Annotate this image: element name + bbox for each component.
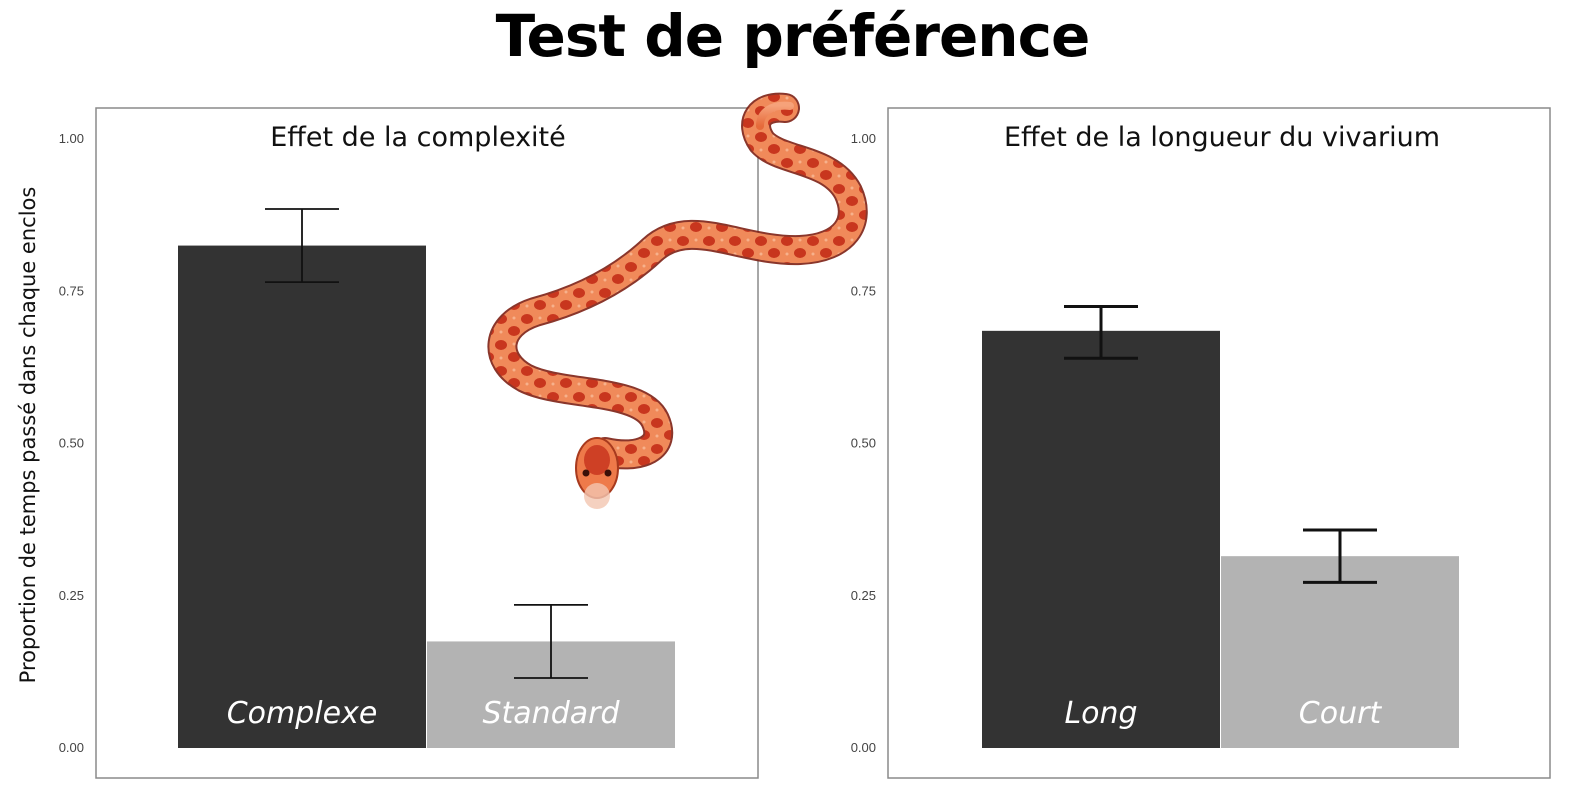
bar-label-court: Court xyxy=(1299,696,1383,731)
y-tick-label-length-1: 0.25 xyxy=(851,588,876,603)
panel-frame-length xyxy=(887,107,1551,779)
bar-label-standard: Standard xyxy=(482,696,620,731)
y-tick-label-length-4: 1.00 xyxy=(851,131,876,146)
bar-complexe xyxy=(178,245,426,748)
y-tick-label-length-0: 0.00 xyxy=(851,740,876,755)
y-tick-label-length-2: 0.50 xyxy=(851,436,876,451)
y-tick-label-complexity-1: 0.25 xyxy=(59,588,84,603)
y-tick-label-complexity-3: 0.75 xyxy=(59,283,84,298)
error-bar-court xyxy=(1303,528,1377,584)
panel-frame-complexity xyxy=(95,107,759,779)
error-bar-standard xyxy=(514,603,588,679)
y-tick-label-length-3: 0.75 xyxy=(851,283,876,298)
panel-title-complexity: Effet de la complexité xyxy=(270,122,566,153)
y-tick-label-complexity-0: 0.00 xyxy=(59,740,84,755)
panel-title-length: Effet de la longueur du vivarium xyxy=(1004,122,1440,153)
y-tick-label-complexity-4: 1.00 xyxy=(59,131,84,146)
bar-court xyxy=(1221,556,1459,748)
y-tick-label-complexity-2: 0.50 xyxy=(59,436,84,451)
error-bar-complexe xyxy=(265,208,339,284)
plot-length: 0.00 0.25 0.50 0.75 1.00 Long Court xyxy=(851,131,1459,755)
error-bar-long xyxy=(1064,304,1138,360)
bar-long xyxy=(982,330,1220,748)
bar-label-complexe: Complexe xyxy=(227,696,378,731)
corn-snake-image xyxy=(487,92,868,509)
bar-label-long: Long xyxy=(1064,696,1137,731)
plot-complexity: 0.00 0.25 0.50 0.75 1.00 Complexe Standard xyxy=(59,131,675,755)
main-title: Test de préférence xyxy=(495,2,1091,70)
